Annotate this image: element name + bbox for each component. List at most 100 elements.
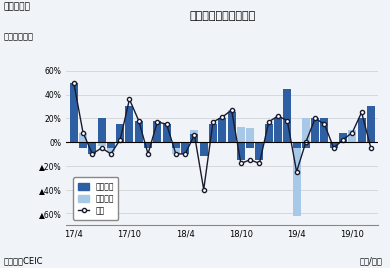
Text: （前年度比）: （前年度比）	[4, 32, 34, 41]
歳出	[127, 98, 132, 101]
Bar	[339, 140, 347, 142]
Bar	[79, 133, 87, 142]
Bar	[153, 124, 161, 142]
歳出	[332, 146, 336, 150]
Bar	[330, 142, 338, 148]
Bar	[144, 142, 152, 148]
Text: （年/月）: （年/月）	[359, 256, 382, 265]
Bar	[255, 142, 263, 160]
Bar	[89, 142, 96, 154]
歳出	[118, 138, 122, 141]
歳出	[99, 146, 104, 150]
歳出	[350, 131, 355, 134]
Bar	[98, 118, 106, 142]
Bar	[292, 142, 301, 216]
Text: （資料）CEIC: （資料）CEIC	[4, 256, 43, 265]
Bar	[348, 130, 356, 142]
Bar	[246, 128, 254, 142]
Bar	[153, 121, 161, 142]
Bar	[218, 118, 226, 142]
Bar	[358, 126, 365, 142]
歳出	[248, 158, 252, 161]
歳出	[285, 119, 290, 122]
Bar	[172, 142, 180, 148]
Bar	[190, 130, 199, 142]
Bar	[200, 142, 208, 156]
歳出	[220, 116, 225, 119]
Bar	[135, 125, 143, 142]
Bar	[237, 142, 245, 160]
Bar	[284, 118, 291, 142]
Bar	[209, 124, 217, 142]
歳出	[276, 114, 280, 118]
Bar	[311, 118, 319, 142]
Bar	[181, 142, 189, 154]
Bar	[116, 140, 124, 142]
Bar	[144, 142, 152, 146]
歳出	[313, 117, 317, 120]
Bar	[339, 133, 347, 142]
Bar	[358, 118, 365, 142]
Bar	[367, 106, 375, 142]
Bar	[302, 118, 310, 142]
歳出	[303, 140, 308, 144]
Bar	[135, 121, 143, 142]
歳出	[146, 152, 151, 155]
Bar	[163, 124, 170, 142]
Bar	[107, 142, 115, 148]
歳出	[322, 123, 327, 126]
歳出	[108, 152, 113, 155]
Bar	[181, 142, 189, 151]
Bar	[98, 142, 106, 146]
Bar	[228, 112, 236, 142]
Bar	[116, 124, 124, 142]
歳出	[229, 108, 234, 111]
Bar	[79, 142, 87, 148]
Bar	[246, 142, 254, 148]
歳出	[239, 162, 243, 165]
歳出	[359, 111, 364, 114]
Bar	[218, 122, 226, 142]
Bar	[274, 118, 282, 142]
Bar	[311, 118, 319, 142]
Legend: 資本支出, 経常支出, 歳出: 資本支出, 経常支出, 歳出	[73, 177, 119, 220]
Text: 連邦政府の歳出の推移: 連邦政府の歳出の推移	[189, 11, 255, 21]
Line: 歳出: 歳出	[72, 81, 373, 192]
歳出	[71, 81, 76, 84]
歳出	[136, 119, 141, 122]
歳出	[211, 120, 215, 124]
Bar	[126, 106, 133, 142]
Bar	[190, 134, 199, 142]
Bar	[228, 110, 236, 142]
Bar	[70, 86, 78, 142]
Bar	[367, 133, 375, 142]
Bar	[284, 89, 291, 142]
Bar	[70, 83, 78, 142]
歳出	[369, 146, 373, 150]
Bar	[292, 142, 301, 148]
歳出	[81, 131, 85, 134]
歳出	[90, 152, 95, 155]
Bar	[107, 142, 115, 151]
Bar	[172, 142, 180, 154]
歳出	[266, 120, 271, 124]
Bar	[330, 142, 338, 148]
歳出	[257, 162, 262, 165]
Bar	[126, 109, 133, 142]
Bar	[265, 124, 273, 142]
Bar	[209, 130, 217, 142]
Bar	[89, 142, 96, 148]
Bar	[302, 142, 310, 148]
Bar	[321, 118, 328, 142]
歳出	[155, 120, 160, 124]
Bar	[321, 121, 328, 142]
Bar	[163, 126, 170, 142]
歳出	[183, 152, 188, 155]
Bar	[274, 118, 282, 142]
歳出	[192, 133, 197, 136]
Bar	[200, 142, 208, 154]
歳出	[164, 123, 169, 126]
歳出	[201, 188, 206, 191]
Bar	[237, 126, 245, 142]
歳出	[294, 170, 299, 173]
